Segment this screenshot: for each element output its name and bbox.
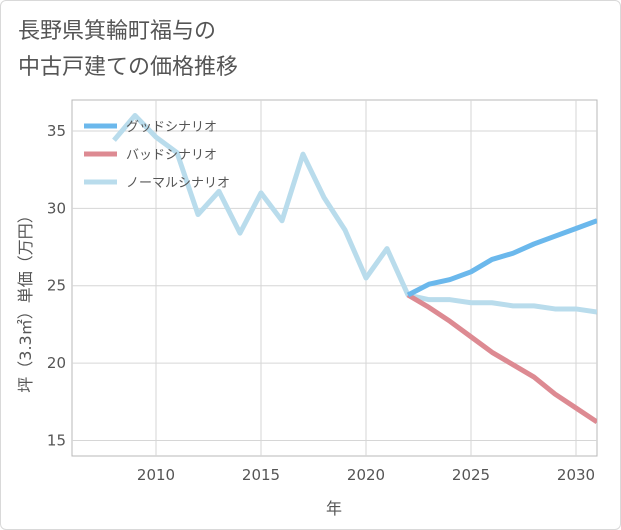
legend-label-1: バッドシナリオ xyxy=(126,148,217,163)
x-axis-label: 年 xyxy=(326,499,342,518)
chart-title-line-2: 中古戸建ての価格推移 xyxy=(18,55,239,80)
legend-label-2: ノーマルシナリオ xyxy=(126,176,230,191)
x-tick-label: 2030 xyxy=(557,466,595,484)
y-tick-label: 25 xyxy=(47,277,66,295)
series-line-1 xyxy=(406,292,597,425)
y-axis-ticks: 15 20 25 30 35 xyxy=(47,122,66,450)
x-tick-label: 2020 xyxy=(347,466,385,484)
chart-title-line-1: 長野県箕輪町福与の xyxy=(18,19,217,44)
legend-label-0: グッドシナリオ xyxy=(126,120,217,135)
x-tick-label: 2015 xyxy=(242,466,280,484)
y-tick-label: 20 xyxy=(47,354,66,372)
y-tick-label: 30 xyxy=(47,199,66,217)
y-tick-label: 35 xyxy=(47,122,66,140)
y-tick-label: 15 xyxy=(47,432,66,450)
grid-lines xyxy=(72,100,597,456)
x-tick-label: 2025 xyxy=(452,466,490,484)
series-line-2 xyxy=(112,112,597,315)
series-lines xyxy=(112,112,597,425)
x-axis-ticks: 2010 2015 2020 2025 2030 xyxy=(137,466,595,484)
y-axis-label: 坪（3.3㎡）単価（万円） xyxy=(16,207,35,392)
x-tick-label: 2010 xyxy=(137,466,175,484)
chart-title: 長野県箕輪町福与の 中古戸建ての価格推移 xyxy=(18,14,238,86)
plot-area xyxy=(71,99,598,457)
series-line-0 xyxy=(406,218,597,298)
